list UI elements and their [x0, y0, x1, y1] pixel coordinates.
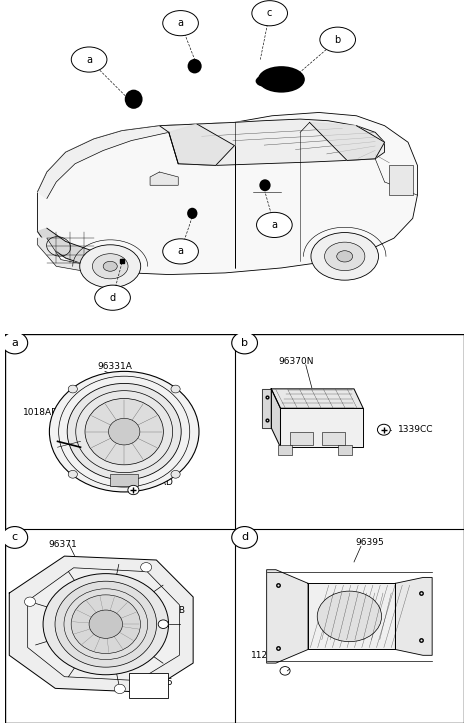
Polygon shape: [38, 238, 131, 275]
Text: d: d: [241, 532, 248, 542]
Text: a: a: [178, 18, 183, 28]
Ellipse shape: [188, 59, 202, 73]
Ellipse shape: [171, 385, 180, 393]
Ellipse shape: [43, 574, 168, 675]
Polygon shape: [271, 389, 363, 409]
Ellipse shape: [71, 595, 140, 654]
Circle shape: [378, 425, 390, 435]
Circle shape: [141, 563, 151, 572]
Text: c: c: [12, 532, 18, 542]
Circle shape: [158, 620, 168, 628]
Text: 1491AD: 1491AD: [138, 478, 174, 486]
Circle shape: [95, 285, 130, 310]
Ellipse shape: [317, 591, 382, 642]
Text: 1125GB: 1125GB: [150, 606, 185, 615]
Ellipse shape: [68, 470, 77, 478]
Text: a: a: [272, 220, 277, 230]
Text: 96371: 96371: [48, 540, 77, 549]
Polygon shape: [159, 119, 385, 166]
Polygon shape: [271, 389, 280, 447]
Text: 96331A: 96331A: [98, 362, 132, 371]
Ellipse shape: [171, 470, 180, 478]
Circle shape: [163, 11, 198, 36]
Ellipse shape: [68, 385, 77, 393]
Text: 96395: 96395: [356, 538, 385, 547]
Ellipse shape: [85, 398, 163, 465]
Circle shape: [2, 526, 28, 548]
Bar: [290, 432, 313, 445]
Ellipse shape: [258, 66, 305, 92]
Polygon shape: [9, 556, 193, 692]
Polygon shape: [267, 570, 308, 663]
Bar: [110, 474, 138, 486]
Text: c: c: [267, 8, 272, 18]
Circle shape: [71, 47, 107, 72]
Polygon shape: [262, 389, 271, 427]
Circle shape: [114, 684, 125, 694]
Ellipse shape: [256, 76, 274, 87]
Bar: [278, 445, 292, 455]
Text: 84195: 84195: [145, 678, 174, 687]
Ellipse shape: [55, 581, 157, 667]
Ellipse shape: [89, 610, 122, 638]
Circle shape: [103, 261, 117, 271]
Text: b: b: [241, 338, 248, 348]
Polygon shape: [395, 577, 432, 655]
Text: b: b: [334, 35, 341, 44]
Polygon shape: [38, 113, 417, 275]
Circle shape: [92, 254, 128, 279]
Circle shape: [24, 597, 36, 606]
Polygon shape: [169, 124, 234, 166]
Circle shape: [2, 332, 28, 354]
Ellipse shape: [259, 180, 271, 191]
Text: d: d: [109, 293, 116, 302]
Ellipse shape: [125, 89, 143, 109]
Circle shape: [232, 332, 257, 354]
Circle shape: [80, 245, 141, 288]
Ellipse shape: [49, 371, 199, 492]
Text: 96370N: 96370N: [279, 357, 314, 366]
Polygon shape: [310, 122, 385, 161]
Text: 1018AD: 1018AD: [23, 408, 59, 417]
Circle shape: [257, 212, 292, 238]
Text: a: a: [86, 55, 92, 65]
Polygon shape: [28, 568, 179, 680]
Circle shape: [325, 242, 365, 270]
Bar: [338, 445, 352, 455]
Text: a: a: [11, 338, 18, 348]
Ellipse shape: [67, 383, 181, 480]
Polygon shape: [150, 172, 178, 185]
Text: 1339CC: 1339CC: [398, 425, 433, 434]
Polygon shape: [280, 409, 363, 447]
Circle shape: [232, 526, 257, 548]
Bar: [389, 166, 413, 195]
Text: 1125KD: 1125KD: [250, 651, 286, 660]
Polygon shape: [38, 126, 169, 198]
Bar: [322, 432, 345, 445]
Circle shape: [311, 233, 378, 280]
Ellipse shape: [108, 419, 140, 445]
Circle shape: [128, 486, 139, 494]
Ellipse shape: [187, 208, 197, 219]
Circle shape: [320, 27, 356, 52]
Circle shape: [163, 239, 198, 264]
Text: a: a: [178, 246, 183, 257]
Polygon shape: [38, 228, 94, 268]
Circle shape: [337, 251, 353, 262]
Bar: [308, 583, 395, 649]
Bar: [129, 672, 168, 698]
Circle shape: [252, 1, 287, 25]
Circle shape: [280, 667, 290, 675]
